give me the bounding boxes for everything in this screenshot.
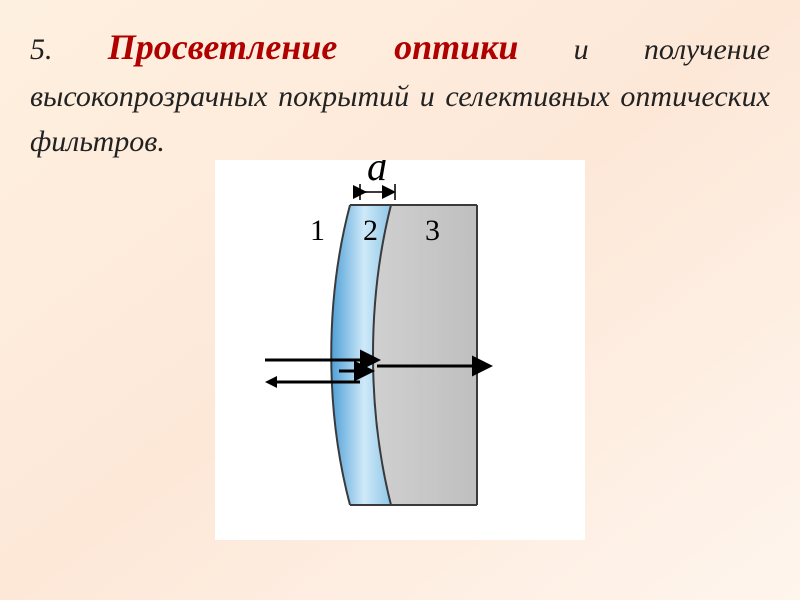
glass-region: [373, 205, 477, 505]
region-1-label: 1: [310, 214, 325, 247]
heading-number: 5.: [30, 33, 53, 66]
lens-coating-diagram: d 1 2 3: [215, 160, 585, 540]
heading-title: Просветление оптики: [108, 27, 519, 67]
region-2-label: 2: [363, 214, 378, 247]
heading: 5. Просветление оптики и получение высок…: [0, 0, 800, 164]
diagram-container: d 1 2 3: [215, 160, 585, 540]
region-3-label: 3: [425, 214, 440, 247]
d-dimension: d: [360, 160, 395, 200]
d-label: d: [367, 160, 388, 189]
